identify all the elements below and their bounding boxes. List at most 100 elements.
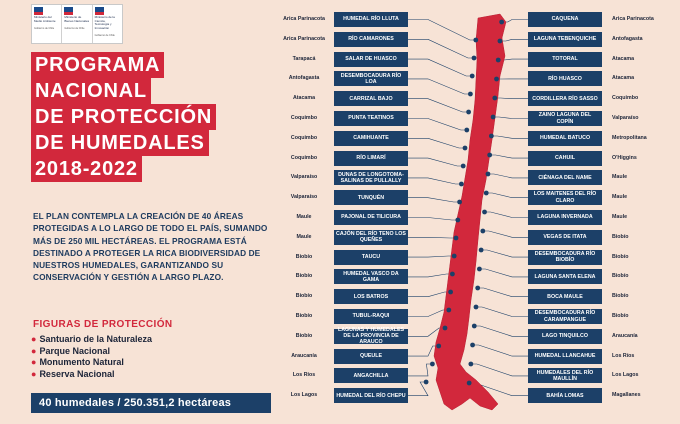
wetland-marker xyxy=(462,145,468,151)
region-label: Coquimbo xyxy=(290,134,318,141)
region-label: Los Ríos xyxy=(292,372,316,379)
wetland-marker xyxy=(451,253,457,259)
region-label: Atacama xyxy=(292,95,316,102)
connector-line xyxy=(408,273,453,278)
title-line: DE HUMEDALES xyxy=(31,130,209,156)
title-line: NACIONAL xyxy=(31,78,151,104)
bullet-icon: ● xyxy=(31,357,37,368)
connector-line xyxy=(475,306,528,317)
wetland-marker xyxy=(494,76,499,82)
logo-text: Ministerio de la Ciencia, Tecnología y I… xyxy=(94,15,115,30)
logo-ciencia: Ministerio de la Ciencia, Tecnología y I… xyxy=(93,5,122,43)
wetland-label: HUMEDALES DEL RÍO MAULLÍN xyxy=(528,368,602,384)
figures-list: ● Santuario de la Naturaleza ● Parque Naci… xyxy=(31,334,152,380)
wetland-label: ZAINO LAGUNA DEL COPÍN xyxy=(528,111,602,126)
wetland-label: CAQUENA xyxy=(528,12,602,27)
connector-line xyxy=(479,268,528,278)
connector-line xyxy=(408,291,451,297)
wetland-marker xyxy=(459,181,464,187)
wetland-marker xyxy=(473,304,479,310)
region-label: Valparaíso xyxy=(612,115,639,121)
figure-item: ● Parque Nacional xyxy=(31,346,152,358)
region-label: Arica Parinacota xyxy=(283,35,325,42)
region-label: Araucanía xyxy=(291,352,317,359)
wetland-marker xyxy=(482,209,487,215)
connector-line xyxy=(482,230,528,238)
connector-line xyxy=(408,177,462,185)
region-label: Coquimbo xyxy=(290,115,318,121)
wetland-marker xyxy=(483,190,489,196)
region-label: Biobío xyxy=(295,253,313,260)
wetland-marker xyxy=(466,109,471,115)
wetland-label: DESEMBOCADURA RÍO BIOBÍO xyxy=(528,249,602,265)
connector-line xyxy=(474,325,528,337)
connector-line xyxy=(408,157,464,167)
connector-line xyxy=(486,192,528,198)
wetland-label: DESEMBOCADURA RÍO LOA xyxy=(334,71,408,87)
wetland-markers xyxy=(423,19,505,386)
connector-line xyxy=(499,39,528,42)
region-label: Valparaíso xyxy=(290,194,318,201)
logo-bienes-nacionales: Ministerio de Bienes Nacionales Gobierno… xyxy=(62,5,93,43)
wetland-marker xyxy=(473,37,479,43)
wetland-marker xyxy=(430,361,435,367)
region-label: Antofagasta xyxy=(288,75,320,82)
region-label: Biobío xyxy=(612,293,629,300)
wetland-label: RÍO LIMARÍ xyxy=(334,150,408,166)
wetland-label: DUNAS DE LONGOTOMA-SALINAS DE PULLALLY xyxy=(334,170,408,186)
wetland-label: HUMEDAL DEL RÍO CHEPU xyxy=(334,388,408,404)
wetland-marker xyxy=(485,171,491,177)
connector-line xyxy=(493,116,528,119)
logo-text: Ministerio de Bienes Nacionales xyxy=(64,15,90,23)
region-label: Valparaíso xyxy=(290,174,318,181)
wetland-label: PAJONAL DE TILICURA xyxy=(334,210,408,225)
wetland-label: CARRIZAL BAJO xyxy=(334,91,408,107)
government-logos: Ministerio del Medio Ambiente Gobierno d… xyxy=(31,4,123,44)
region-label: Los Lagos xyxy=(612,372,639,379)
wetland-label: LAGO TINQUILCO xyxy=(528,328,602,344)
connector-line xyxy=(494,97,528,99)
wetland-label: BAHÍA LOMAS xyxy=(528,388,602,404)
logo-base-text: Gobierno de Chile xyxy=(94,34,115,37)
region-label: Biobío xyxy=(295,293,313,300)
figure-label: Monumento Natural xyxy=(39,357,124,368)
connector-line xyxy=(408,381,429,396)
connector-line xyxy=(408,98,469,113)
wetland-marker xyxy=(471,55,477,61)
connector-line xyxy=(408,363,433,377)
region-label: Arica Parinacota xyxy=(283,16,325,22)
wetland-marker xyxy=(470,342,475,348)
wetland-label: RÍO CAMARONES xyxy=(334,31,408,47)
wetland-label: LAGUNAS Y HUMEDALES DE LA PROVINCIA DE A… xyxy=(334,327,408,345)
wetland-label: HUMEDAL RÍO LLUTA xyxy=(334,12,408,27)
region-label: Coquimbo xyxy=(612,95,639,102)
wetland-label: CAHUIL xyxy=(528,150,602,166)
wetland-label: RÍO HUASCO xyxy=(528,71,602,87)
region-label: Coquimbo xyxy=(290,154,318,161)
connector-line xyxy=(487,173,528,179)
connector-line xyxy=(484,211,528,218)
wetland-marker xyxy=(490,114,496,120)
wetland-label: HUMEDAL VASCO DA GAMA xyxy=(334,269,408,285)
wetland-marker xyxy=(478,247,484,253)
region-label: Antofagasta xyxy=(612,35,643,42)
wetland-label: CORDILLERA RÍO SASSO xyxy=(528,91,602,107)
connector-line xyxy=(408,237,456,239)
figure-item: ● Reserva Nacional xyxy=(31,369,152,381)
wetland-marker xyxy=(487,152,493,158)
wetland-marker xyxy=(442,325,448,331)
wetland-marker xyxy=(480,228,486,234)
wetland-label: VEGAS DE ITATA xyxy=(528,229,602,245)
figure-item: ● Monumento Natural xyxy=(31,357,152,369)
title-line: DE PROTECCIÓN xyxy=(31,104,217,130)
wetland-marker xyxy=(497,38,503,44)
connector-line xyxy=(408,309,449,317)
chile-flag-icon xyxy=(94,7,104,15)
connector-line xyxy=(408,217,458,221)
wetland-label: LAGUNA INVERNADA xyxy=(528,210,602,225)
region-label: Biobío xyxy=(295,273,313,280)
region-label: Biobío xyxy=(612,273,629,280)
region-label: Maule xyxy=(296,233,312,240)
region-label: Biobío xyxy=(612,233,629,240)
region-label: Maule xyxy=(612,194,628,201)
